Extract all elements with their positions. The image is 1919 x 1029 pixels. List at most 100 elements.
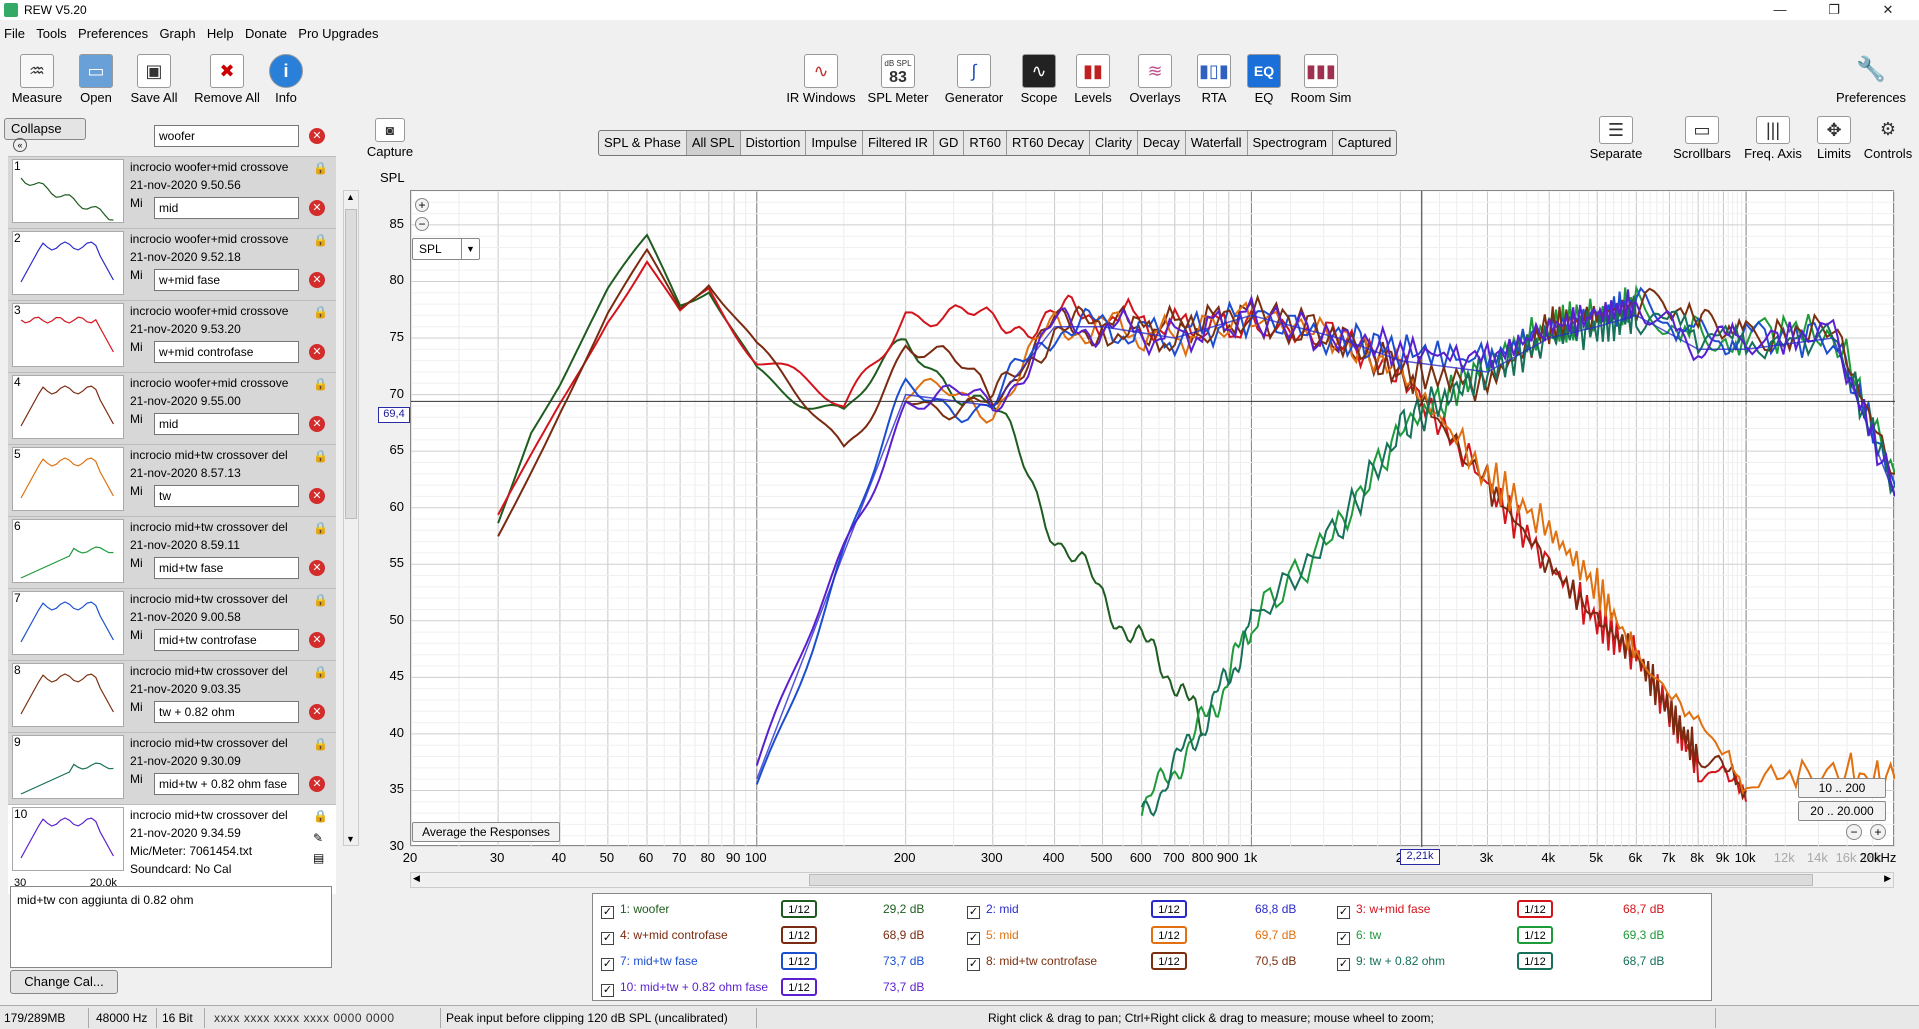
generator-button[interactable]: ∫ Generator [940, 54, 1008, 105]
lock-icon[interactable]: 🔒 [313, 593, 328, 607]
delete-measurement-icon[interactable]: ✕ [309, 488, 325, 504]
measurement-row[interactable]: 10 incrocio mid+tw crossover del 21-nov-20… [8, 804, 336, 894]
tab-spectrogram[interactable]: Spectrogram [1248, 131, 1333, 155]
legend-checkbox[interactable]: ✓ [601, 984, 614, 997]
graph-hscrollbar[interactable]: ◀ ▶ [410, 872, 1894, 888]
tab-impulse[interactable]: Impulse [806, 131, 863, 155]
maximize-button[interactable]: ❐ [1828, 2, 1840, 17]
hscroll-thumb[interactable] [809, 874, 1813, 886]
rta-button[interactable]: ▮▯▮ RTA [1194, 54, 1234, 105]
legend-checkbox[interactable]: ✓ [601, 906, 614, 919]
spl-graph[interactable] [410, 190, 1896, 848]
legend-checkbox[interactable]: ✓ [1337, 906, 1350, 919]
menu-tools[interactable]: Tools [36, 26, 67, 41]
legend-smoothing-button[interactable]: 1/12 [1151, 926, 1187, 944]
scrollbar-thumb[interactable] [345, 209, 357, 519]
measurement-name-input[interactable]: w+mid fase [154, 269, 299, 291]
limits-button[interactable]: ✥ Limits [1812, 116, 1856, 161]
change-cal-button[interactable]: Change Cal... [10, 970, 118, 994]
measure-button[interactable]: ♒ Measure [8, 54, 66, 105]
minimize-button[interactable]: — [1773, 2, 1787, 17]
legend-smoothing-button[interactable]: 1/12 [781, 900, 817, 918]
menu-donate[interactable]: Donate [245, 26, 287, 41]
scrollbars-button[interactable]: ▭ Scrollbars [1668, 116, 1736, 161]
legend-smoothing-button[interactable]: 1/12 [1517, 900, 1553, 918]
lock-icon[interactable]: 🔒 [313, 521, 328, 535]
open-button[interactable]: ▭ Open [70, 54, 122, 105]
delete-measurement-icon[interactable]: ✕ [309, 416, 325, 432]
tab-distortion[interactable]: Distortion [741, 131, 807, 155]
measurement-name-input[interactable]: woofer [154, 125, 299, 147]
menu-graph[interactable]: Graph [159, 26, 196, 41]
legend-entry[interactable]: ✓ 2: mid [967, 902, 1019, 919]
zoom-in-icon[interactable]: + [415, 198, 429, 212]
controls-button[interactable]: ⚙ Controls [1862, 116, 1914, 161]
save-all-button[interactable]: ▣ Save All [126, 54, 182, 105]
tab-gd[interactable]: GD [934, 131, 965, 155]
delete-measurement-icon[interactable]: ✕ [309, 776, 325, 792]
lock-icon[interactable]: 🔒 [313, 449, 328, 463]
scroll-right-icon[interactable]: ▶ [1884, 873, 1891, 883]
tab-all-spl[interactable]: All SPL [686, 131, 741, 155]
tab-clarity[interactable]: Clarity [1090, 131, 1138, 155]
average-responses-button[interactable]: Average the Responses [412, 822, 560, 842]
tab-captured[interactable]: Captured [1337, 135, 1392, 150]
spl-meter-button[interactable]: dB SPL 83 SPL Meter [864, 54, 932, 105]
legend-checkbox[interactable]: ✓ [601, 958, 614, 971]
levels-button[interactable]: ▮▮ Levels [1070, 54, 1116, 105]
info-button[interactable]: i Info [266, 54, 306, 105]
delete-measurement-icon[interactable]: ✕ [309, 344, 325, 360]
freq-axis-button[interactable]: ||| Freq. Axis [1738, 116, 1808, 161]
separate-button[interactable]: ☰ Separate [1584, 116, 1648, 161]
legend-checkbox[interactable]: ✓ [601, 932, 614, 945]
room-sim-button[interactable]: ▮▮▮ Room Sim [1288, 54, 1354, 105]
lock-icon[interactable]: 🔒 [313, 665, 328, 679]
zoom-out-icon[interactable]: − [415, 217, 429, 231]
tab-decay[interactable]: Decay [1138, 131, 1186, 155]
legend-entry[interactable]: ✓ 5: mid [967, 928, 1019, 945]
tab-rt60[interactable]: RT60 [964, 131, 1007, 155]
measurement-name-input[interactable]: mid+tw controfase [154, 629, 299, 651]
lock-icon[interactable]: 🔒 [313, 233, 328, 247]
delete-measurement-icon[interactable]: ✕ [309, 128, 325, 144]
delete-measurement-icon[interactable]: ✕ [309, 272, 325, 288]
spl-selector[interactable]: SPL ▼ [412, 238, 480, 260]
tab-spl-phase[interactable]: SPL & Phase [599, 131, 687, 155]
menu-help[interactable]: Help [206, 26, 234, 41]
notes-area[interactable]: mid+tw con aggiunta di 0.82 ohm [10, 886, 332, 968]
zoom-out-x-icon[interactable]: − [1846, 824, 1862, 840]
preferences-button[interactable]: 🔧 Preferences [1835, 56, 1907, 105]
delete-measurement-icon[interactable]: ✕ [309, 200, 325, 216]
legend-checkbox[interactable]: ✓ [967, 932, 980, 945]
legend-entry[interactable]: ✓ 7: mid+tw fase [601, 954, 698, 971]
close-button[interactable]: ✕ [1882, 2, 1894, 17]
delete-measurement-icon[interactable]: ✕ [309, 704, 325, 720]
ir-windows-button[interactable]: ∿ IR Windows [784, 54, 858, 105]
legend-smoothing-button[interactable]: 1/12 [1151, 952, 1187, 970]
measurement-name-input[interactable]: w+mid controfase [154, 341, 299, 363]
edit-icon[interactable]: ✎ [313, 831, 324, 845]
scroll-up-icon[interactable]: ▲ [346, 192, 355, 202]
legend-smoothing-button[interactable]: 1/12 [1517, 926, 1553, 944]
legend-checkbox[interactable]: ✓ [967, 906, 980, 919]
range-10-200-button[interactable]: 10 .. 200 [1798, 778, 1886, 798]
legend-checkbox[interactable]: ✓ [1337, 958, 1350, 971]
legend-entry[interactable]: ✓ 10: mid+tw + 0.82 ohm fase [601, 980, 768, 997]
eq-button[interactable]: EQ EQ [1244, 54, 1284, 105]
dropdown-arrow-icon[interactable]: ▼ [461, 239, 479, 259]
tab-waterfall[interactable]: Waterfall [1186, 131, 1248, 155]
legend-checkbox[interactable]: ✓ [967, 958, 980, 971]
menu-preferences[interactable]: Preferences [78, 26, 149, 41]
delete-measurement-icon[interactable]: ✕ [309, 560, 325, 576]
measurement-row[interactable]: 4 incrocio woofer+mid crossove 21-nov-2020… [8, 372, 336, 444]
measurement-row[interactable]: 1 incrocio woofer+mid crossove 21-nov-2020… [8, 156, 336, 228]
menu-file[interactable]: File [4, 26, 25, 41]
legend-smoothing-button[interactable]: 1/12 [1151, 900, 1187, 918]
overlays-button[interactable]: ≋ Overlays [1124, 54, 1186, 105]
legend-smoothing-button[interactable]: 1/12 [1517, 952, 1553, 970]
legend-entry[interactable]: ✓ 1: woofer [601, 902, 669, 919]
legend-entry[interactable]: ✓ 4: w+mid controfase [601, 928, 728, 945]
scroll-down-icon[interactable]: ▼ [346, 834, 355, 844]
lock-icon[interactable]: 🔒 [313, 737, 328, 751]
measurement-name-input[interactable]: mid+tw fase [154, 557, 299, 579]
